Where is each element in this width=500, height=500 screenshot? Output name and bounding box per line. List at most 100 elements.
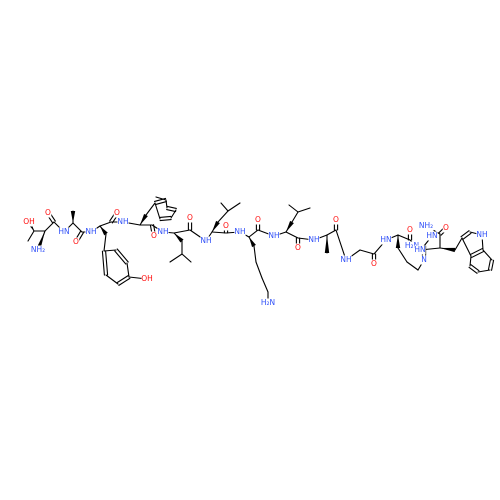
atom-label-background <box>260 298 276 308</box>
single-bond <box>170 209 177 219</box>
single-bond <box>253 245 257 263</box>
atom-label-nh-gly: NH <box>340 255 351 264</box>
double-bond <box>470 264 480 272</box>
single-bond <box>326 229 337 236</box>
double-bond <box>154 200 167 206</box>
double-bond <box>468 266 478 274</box>
single-bond <box>173 229 191 234</box>
atom-label-o-arg: O <box>407 225 413 234</box>
single-bond <box>105 274 119 285</box>
atom-label-nh-leu1: NH <box>157 227 168 236</box>
double-bond <box>469 248 483 256</box>
single-bond <box>255 261 263 279</box>
atom-label-o-phe: O <box>151 231 157 240</box>
atom-label-nh2-arg: H₂N <box>405 241 419 250</box>
atom-label-background <box>254 215 262 225</box>
stereo-wedge-bond <box>249 237 256 248</box>
single-bond <box>217 210 229 223</box>
atom-label-background <box>414 245 426 255</box>
single-bond <box>288 204 299 213</box>
atom-label-background <box>340 255 352 265</box>
stereo-wedge-bond <box>395 235 401 248</box>
single-bond <box>126 262 130 278</box>
single-bond <box>359 249 375 255</box>
single-bond <box>44 221 55 232</box>
atom-label-o-lys: O <box>255 215 261 224</box>
atom-label-o-gly: O <box>371 259 377 268</box>
atom-label-oh-tyr: OH <box>141 274 153 283</box>
single-bond <box>461 237 472 257</box>
double-bond <box>159 219 172 222</box>
atom-label-background <box>442 223 450 233</box>
double-bond <box>159 215 172 218</box>
double-bond <box>114 250 127 265</box>
atom-label-nh2-lys: H₂N <box>261 298 275 307</box>
double-bond <box>491 259 495 271</box>
stereo-wedge-bond <box>212 220 220 232</box>
single-bond <box>72 222 83 233</box>
atom-label-o-trp: O <box>443 223 449 232</box>
single-bond <box>477 269 491 273</box>
double-bond <box>101 250 105 276</box>
atom-label-background <box>72 237 80 247</box>
double-bond <box>471 250 485 258</box>
single-bond <box>220 202 229 212</box>
double-bond <box>118 277 131 286</box>
stereo-wedge-bond <box>100 226 108 236</box>
single-bond <box>99 221 112 227</box>
atom-label-o-thr: O <box>45 208 51 217</box>
single-bond <box>482 249 493 261</box>
atom-label-background <box>380 235 392 245</box>
single-bond <box>261 277 269 293</box>
atom-label-background <box>332 215 340 225</box>
atom-label-background <box>404 241 420 251</box>
single-bond <box>165 199 168 209</box>
atom-label-background <box>420 255 428 265</box>
single-bond <box>27 230 35 242</box>
atom-label-background <box>85 227 97 237</box>
atom-label-background <box>476 230 488 240</box>
atom-label-nh-phe: NH <box>117 217 128 226</box>
atom-label-background <box>418 221 434 231</box>
stereo-wedge-bond <box>324 235 330 253</box>
atom-label-nh-arg: HN <box>380 235 391 244</box>
atom-label-background <box>150 231 158 241</box>
single-bond <box>211 231 227 234</box>
atom-label-background <box>406 225 414 235</box>
atom-label-nh-lys: NH <box>234 227 245 236</box>
single-bond <box>181 253 192 263</box>
atom-label-o-leu3: O <box>295 243 301 252</box>
single-bond <box>248 229 259 238</box>
atom-label-nh-indole: NH <box>476 230 487 239</box>
atom-label-background <box>30 245 46 255</box>
atom-label-background <box>308 235 320 245</box>
atom-label-nh-trp: HN <box>414 245 425 254</box>
atom-label-background <box>200 236 212 246</box>
atom-label-background <box>370 259 378 269</box>
atom-label-background <box>44 208 52 218</box>
double-bond <box>116 248 129 263</box>
double-bond <box>462 232 472 240</box>
double-bond <box>116 275 129 284</box>
atom-label-background <box>186 213 194 223</box>
atom-label-background <box>426 231 438 241</box>
single-bond <box>154 202 161 220</box>
stereo-wedge-bond <box>70 211 76 223</box>
atom-label-nh-leu3: NH <box>268 231 279 240</box>
atom-label-o-ala1: O <box>73 237 79 246</box>
single-bond <box>454 237 463 251</box>
atom-label-o-leu2: O <box>223 221 229 230</box>
atom-label-nh-ala1: HN <box>58 227 69 236</box>
atom-label-background <box>141 274 153 284</box>
atom-label-oh-thr: OH <box>23 217 35 226</box>
single-bond <box>397 247 408 263</box>
atom-label-background <box>23 217 35 227</box>
atom-label-background <box>58 227 70 237</box>
atom-label-o-leu1: O <box>187 213 193 222</box>
double-bond <box>166 205 177 209</box>
atom-label-nh2-trp: NH₂ <box>419 221 433 230</box>
stereo-wedge-bond <box>286 220 294 232</box>
atom-label-nh-leu2: NH <box>200 236 211 245</box>
